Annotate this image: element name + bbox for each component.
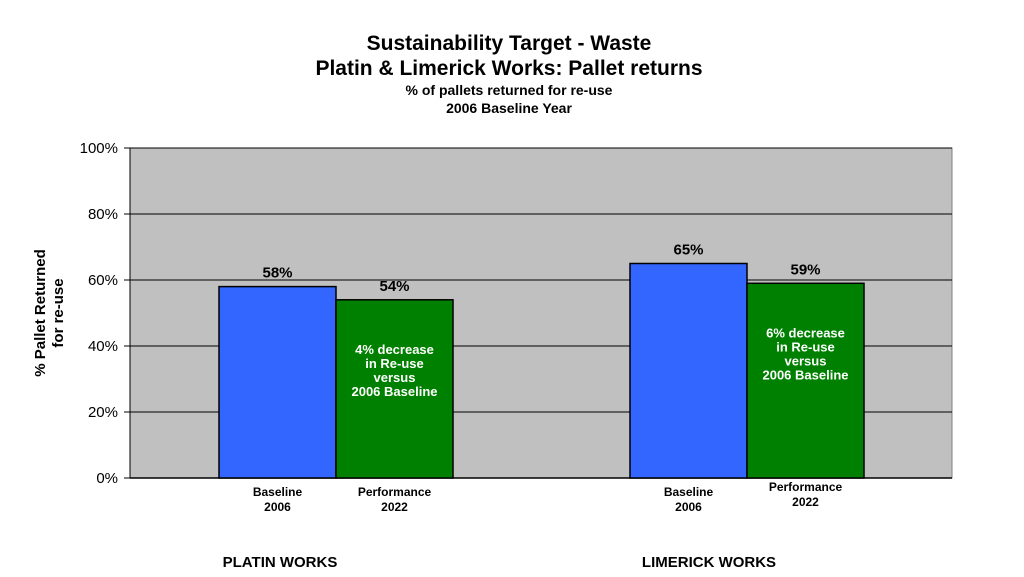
data-label: 54% xyxy=(379,278,409,295)
bar-label: 2022 xyxy=(792,495,819,509)
group-label: LIMERICK WORKS xyxy=(642,554,776,571)
bar-label: Baseline xyxy=(253,485,303,499)
bar xyxy=(629,262,748,479)
y-tick-label: 60% xyxy=(88,272,118,289)
bar-annotation: versus xyxy=(785,353,827,368)
bar-annotation: 6% decrease xyxy=(766,325,845,340)
y-axis-label-line1: % Pallet Returned xyxy=(32,249,49,377)
y-tick-label: 80% xyxy=(88,206,118,223)
group-label: PLATIN WORKS xyxy=(223,554,338,571)
bar-annotation: 2006 Baseline xyxy=(351,384,437,399)
y-tick-label: 20% xyxy=(88,404,118,421)
bar-annotation: versus xyxy=(374,370,416,385)
bar-label: 2022 xyxy=(381,500,408,514)
bar-annotation: 4% decrease xyxy=(355,342,434,357)
data-label: 58% xyxy=(262,265,292,282)
data-label: 65% xyxy=(673,242,703,259)
y-axis-label-line2: for re-use xyxy=(50,278,67,347)
bar-annotation: in Re-use xyxy=(776,339,835,354)
data-label: 59% xyxy=(790,261,820,278)
y-tick-label: 0% xyxy=(96,470,118,487)
bar-annotation: in Re-use xyxy=(365,356,424,371)
chart-title: Sustainability Target - Waste xyxy=(367,32,652,55)
bar xyxy=(218,285,337,479)
chart-subtitle: % of pallets returned for re-use xyxy=(406,82,613,98)
chart-subtitle-line2: 2006 Baseline Year xyxy=(446,100,572,116)
bar-label: Performance xyxy=(769,480,843,494)
y-tick-label: 40% xyxy=(88,338,118,355)
bar xyxy=(746,282,865,479)
y-tick-label: 100% xyxy=(80,140,118,157)
bar-label: Baseline xyxy=(664,485,714,499)
bar-label: Performance xyxy=(358,485,432,499)
bar-label: 2006 xyxy=(264,500,291,514)
y-axis-label: % Pallet Returned for re-use xyxy=(32,249,67,377)
bar xyxy=(335,299,454,479)
chart-title-line2: Platin & Limerick Works: Pallet returns xyxy=(315,57,702,80)
bar-label: 2006 xyxy=(675,500,702,514)
bar-annotation: 2006 Baseline xyxy=(762,367,848,382)
